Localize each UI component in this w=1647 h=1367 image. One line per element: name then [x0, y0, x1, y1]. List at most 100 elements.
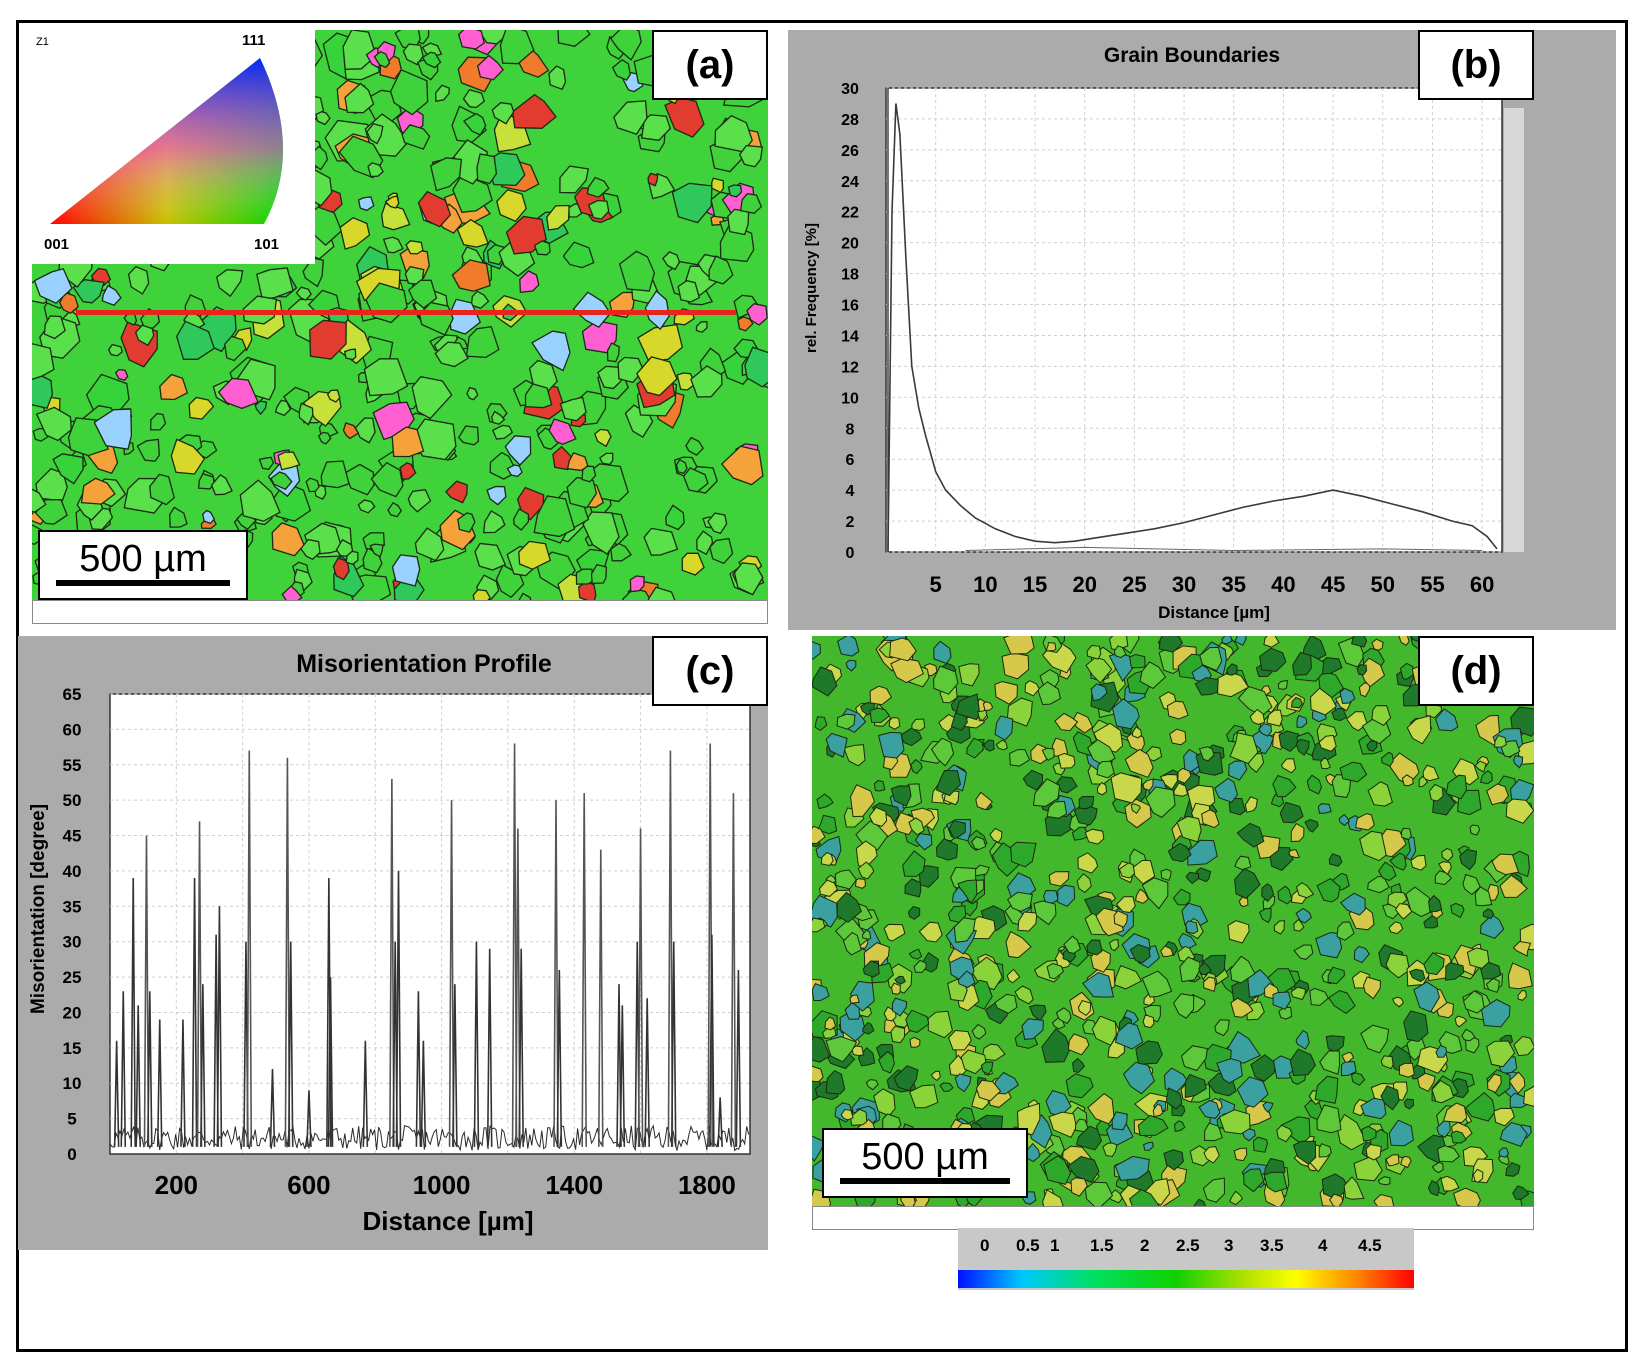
series-line-distribution [887, 103, 1498, 553]
kam-cell [1096, 760, 1115, 779]
grain [309, 319, 347, 360]
kam-cell [1410, 854, 1427, 871]
x-tick-label: 60 [1470, 572, 1494, 597]
misorientation-peak [717, 1097, 723, 1147]
kam-cell [1096, 781, 1108, 796]
misorientation-peak [389, 778, 395, 1147]
grain [727, 184, 743, 198]
kam-cell [812, 666, 838, 697]
grain [188, 396, 215, 420]
kam-cell [1114, 1155, 1150, 1181]
kam-cell [971, 915, 996, 940]
kam-cell [914, 832, 933, 851]
kam-cell [1167, 842, 1192, 863]
kam-cell [1233, 1147, 1248, 1162]
grain [636, 356, 678, 397]
misorientation-peak [515, 828, 521, 1147]
grain [587, 199, 610, 220]
kam-cell [1227, 920, 1250, 944]
kam-cell [1073, 803, 1098, 826]
scale-bar-a-line [56, 580, 230, 586]
misorientation-peak [553, 800, 559, 1147]
y-tick-label: 15 [63, 1039, 82, 1058]
kam-cell [1174, 1120, 1186, 1132]
x-tick-label: 20 [1072, 572, 1096, 597]
grain [239, 479, 281, 522]
kam-cell [1229, 732, 1259, 765]
kam-cell [1428, 894, 1443, 913]
y-tick-label: 4 [846, 483, 855, 500]
kam-cell [1272, 991, 1292, 1010]
y-tick-label: 26 [841, 143, 859, 160]
grain [389, 68, 429, 116]
kam-cell [1425, 703, 1443, 719]
kam-cell [1435, 708, 1459, 732]
kam-cell [1173, 993, 1195, 1019]
grain [609, 30, 642, 61]
panel-d-bottom-strip [812, 1206, 1534, 1230]
grain [32, 343, 55, 380]
grain [357, 499, 376, 514]
x-tick-label: 45 [1321, 572, 1345, 597]
kam-cell [1057, 884, 1076, 907]
kam-cell [1306, 774, 1323, 795]
kam-cell [812, 917, 826, 933]
kam-cell [873, 780, 886, 792]
kam-cell [812, 825, 826, 845]
kam-cell [1314, 1075, 1339, 1104]
kam-cell [1438, 861, 1452, 875]
kam-cell [834, 869, 858, 890]
misorientation-peak [156, 1019, 163, 1147]
kam-cell [910, 758, 923, 775]
grain [746, 302, 768, 326]
x-tick-label: 10 [973, 572, 997, 597]
kam-cell [890, 785, 912, 807]
grain [175, 320, 215, 360]
kam-cell [1041, 1028, 1071, 1063]
kam-cell [1141, 970, 1173, 998]
grain [405, 240, 424, 255]
grain [562, 241, 595, 269]
kam-cell [905, 1009, 930, 1033]
x-tick-label: 5 [930, 572, 942, 597]
kam-cell [1434, 870, 1453, 886]
kam-cell [1086, 939, 1103, 956]
kam-cell [1413, 981, 1440, 1013]
kam-cell [1278, 1006, 1293, 1020]
kam-cell [1056, 776, 1078, 794]
kam-cell [1388, 1119, 1415, 1147]
kam-cell [1152, 1103, 1164, 1118]
colorbar-tick: 2 [1140, 1236, 1150, 1255]
y-tick-label: 16 [841, 298, 859, 315]
kam-cell [812, 1035, 831, 1063]
kam-cell [982, 701, 994, 711]
colorbar-tick: 4 [1318, 1236, 1328, 1255]
grain [504, 435, 532, 466]
kam-cell [977, 709, 988, 722]
grain [281, 585, 303, 602]
grain [258, 456, 275, 471]
grain [256, 267, 294, 301]
misorientation-peak [327, 977, 334, 1147]
misorientation-peak [362, 1040, 369, 1147]
kam-cell [1176, 815, 1202, 843]
kam-cell [1289, 1048, 1316, 1077]
kam-cell [1318, 1143, 1332, 1158]
x-axis-label: Distance [µm] [362, 1206, 533, 1236]
kam-cell [1325, 1035, 1345, 1053]
grain [149, 473, 175, 506]
kam-cell [904, 878, 922, 898]
grain [533, 240, 551, 256]
grain [407, 488, 432, 513]
grain [274, 399, 292, 417]
grain [305, 477, 320, 493]
kam-cell [1431, 1161, 1444, 1174]
kam-cell [839, 1012, 867, 1042]
misorientation-peak [597, 849, 604, 1147]
kam-cell [894, 811, 916, 836]
grain [611, 58, 631, 81]
kam-cell [1070, 1177, 1088, 1197]
misorientation-peak [667, 750, 674, 1147]
grain [35, 406, 72, 442]
kam-cell [1236, 822, 1265, 848]
